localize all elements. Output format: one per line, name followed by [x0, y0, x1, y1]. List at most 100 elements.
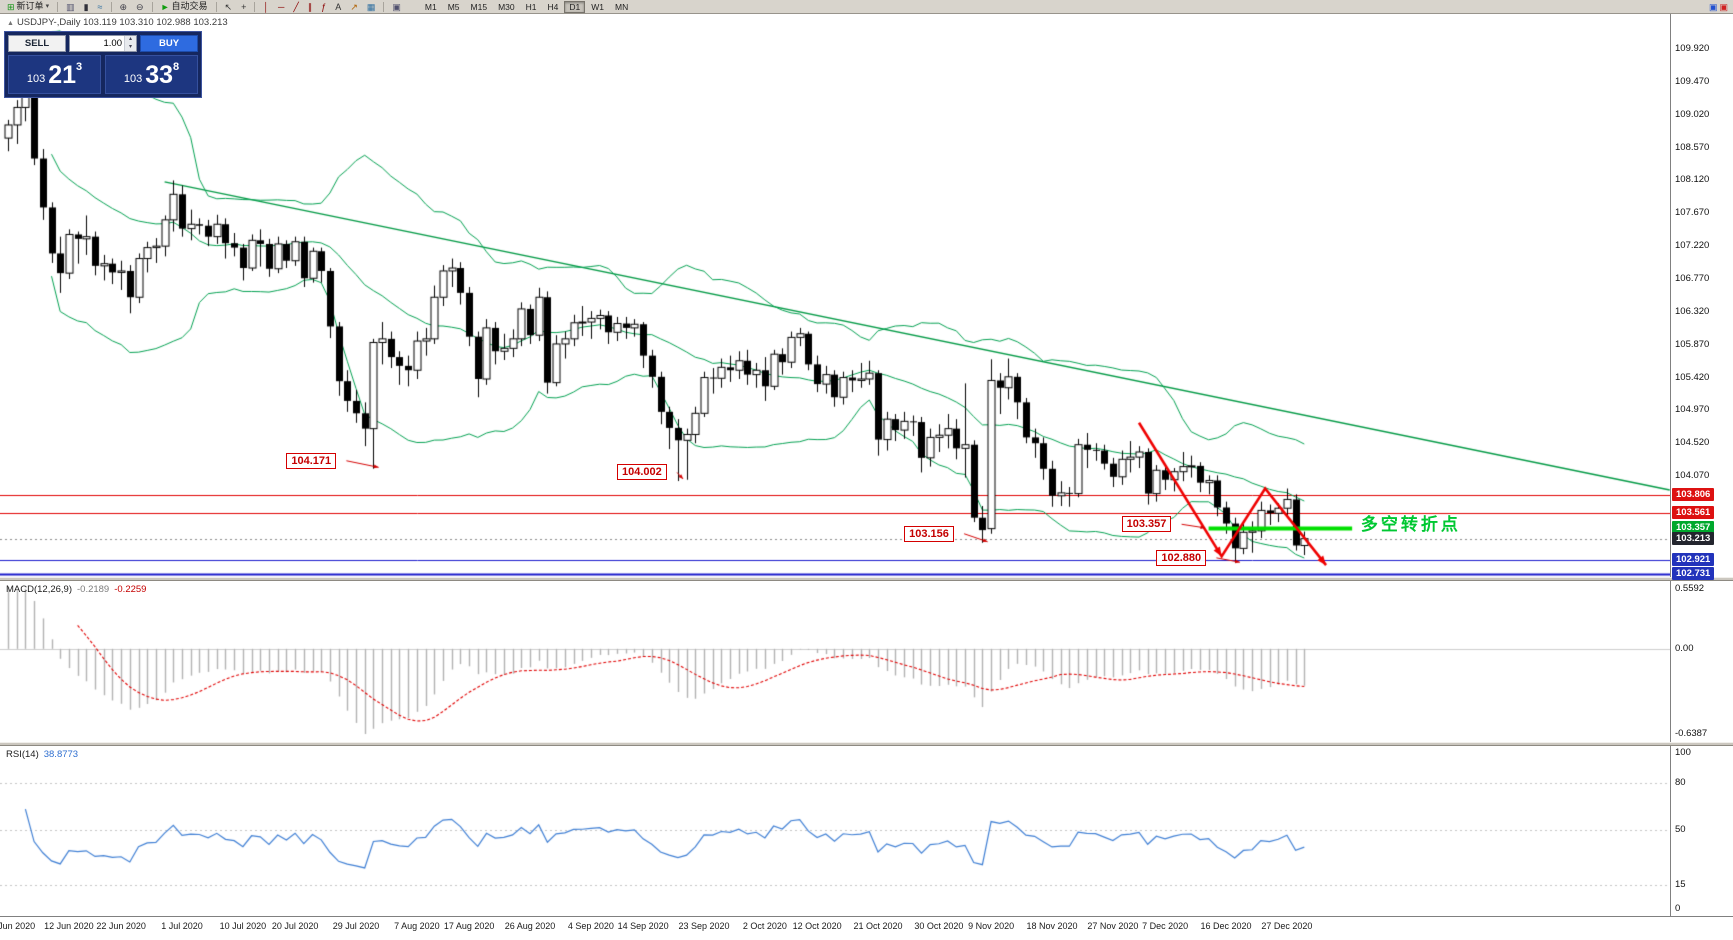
date-label: 26 Aug 2020: [504, 921, 556, 931]
oct-lot-down-button[interactable]: ▾: [125, 43, 136, 51]
crosshair-tool-icon: +: [241, 1, 247, 12]
date-label: 12 Oct 2020: [792, 921, 842, 931]
timeframe-m30[interactable]: M30: [493, 1, 520, 13]
rsi-scale-label-80: 80: [1675, 776, 1686, 788]
crosshair-tool-button[interactable]: +: [237, 0, 250, 13]
oct-buy-button[interactable]: BUY: [140, 35, 198, 52]
chart-line-icon: ≈: [97, 1, 103, 12]
price-scale-label: 109.020: [1675, 108, 1710, 120]
panel-divider-macd[interactable]: [0, 577, 1733, 581]
arrows-tool-button[interactable]: ↗: [346, 0, 362, 13]
oct-lot-up-button[interactable]: ▴: [125, 36, 136, 44]
oct-lot-input[interactable]: [70, 36, 124, 51]
macd-scale-top: 0.5592: [1675, 583, 1705, 594]
text-tool-button[interactable]: A: [331, 0, 345, 13]
toolbar-items: ⊞ 新订单 ▾ ▥ ▮ ≈ ⊕ ⊖ ► 自动交易 ↖ + │ ─ ╱ ∥ ƒ A ↗ ▦ ▣: [3, 0, 405, 13]
date-label: 21 Oct 2020: [853, 921, 903, 931]
zoom-out-button[interactable]: ⊖: [132, 0, 148, 13]
timeframe-d1[interactable]: D1: [564, 0, 586, 13]
price-annotation-104.171[interactable]: 104.171: [286, 452, 337, 469]
price-scale-label: 108.120: [1675, 174, 1710, 186]
symbol-line: ▲ USDJPY-,Daily 103.119 103.310 102.988 1…: [7, 17, 228, 28]
rsi-scale-label-50: 50: [1675, 824, 1686, 835]
price-badge-103.561: 103.561: [1672, 506, 1715, 520]
zoom-in-button[interactable]: ⊕: [116, 0, 132, 13]
tile-windows-icon: ▣: [392, 1, 401, 12]
oct-sell-button[interactable]: SELL: [8, 35, 66, 52]
date-axis[interactable]: Jun 2020 12 Jun 2020 22 Jun 2020 1 Jul 2020…: [0, 916, 1733, 940]
oct-buy-price[interactable]: 103 33 8: [105, 55, 198, 94]
date-label: 7 Dec 2020: [1142, 921, 1189, 931]
channel-tool-button[interactable]: ∥: [304, 0, 317, 13]
window-blue-icon[interactable]: ▣: [1708, 1, 1718, 12]
window-red-icon[interactable]: ▣: [1719, 1, 1728, 12]
channel-tool-icon: ∥: [307, 1, 313, 12]
toolbar-separator: [254, 1, 256, 12]
date-label: 9 Nov 2020: [968, 921, 1015, 931]
price-scale-label: 106.770: [1675, 272, 1710, 284]
price-scale-label: 106.320: [1675, 305, 1710, 317]
price-scale-label: 104.970: [1675, 404, 1710, 416]
date-label: 20 Jul 2020: [271, 921, 319, 931]
price-annotation-103.156[interactable]: 103.156: [904, 525, 954, 542]
oct-buy-price-big: 33: [145, 60, 174, 89]
price-annotation-102.880[interactable]: 102.880: [1156, 549, 1207, 566]
new-order-button[interactable]: ⊞ 新订单 ▾: [3, 0, 53, 13]
trendline-tool-icon: ╱: [293, 1, 299, 12]
tile-windows-button[interactable]: ▣: [388, 0, 405, 13]
date-label: 17 Aug 2020: [443, 921, 495, 931]
chart-line-button[interactable]: ≈: [94, 0, 107, 13]
horizontal-line-tool-button[interactable]: ─: [274, 0, 288, 13]
macd-title-text: MACD(12,26,9): [6, 584, 72, 595]
price-scale-label: 104.070: [1675, 470, 1710, 482]
timeframe-m1[interactable]: M1: [420, 1, 442, 13]
timeframe-m5[interactable]: M5: [443, 1, 465, 13]
oct-sell-price-big: 21: [48, 60, 77, 89]
date-label: 27 Dec 2020: [1261, 921, 1313, 931]
price-scale[interactable]: 0.5592 0.00 -0.6387 109.920 109.470 109.02…: [1670, 0, 1733, 939]
shapes-tool-button[interactable]: ▦: [363, 0, 380, 13]
timeframe-h1[interactable]: H1: [521, 1, 542, 13]
rsi-value: 38.8773: [43, 749, 79, 760]
auto-trading-button[interactable]: ► 自动交易: [157, 0, 212, 13]
timeframe-bar: M1 M5 M15 M30 H1 H4 D1 W1 MN: [420, 0, 633, 13]
chart-bars-button[interactable]: ▥: [62, 0, 79, 13]
oct-sell-price[interactable]: 103 21 3: [8, 55, 101, 94]
chart-bars-icon: ▥: [66, 1, 75, 12]
date-label: 10 Jul 2020: [219, 921, 267, 931]
annotation-note[interactable]: 多空转折点: [1360, 514, 1461, 534]
chart-candles-button[interactable]: ▮: [80, 0, 93, 13]
oct-buy-price-sup: 8: [173, 61, 180, 73]
timeframe-m15[interactable]: M15: [466, 1, 493, 13]
price-annotation-103.357[interactable]: 103.357: [1121, 516, 1172, 533]
shapes-tool-icon: ▦: [366, 1, 376, 12]
price-scale-label: 107.670: [1675, 207, 1710, 219]
cursor-tool-icon: ↖: [224, 1, 233, 12]
timeframe-h4[interactable]: H4: [542, 1, 563, 13]
toolbar-separator: [215, 1, 217, 12]
panel-divider-rsi[interactable]: [0, 742, 1733, 746]
date-label: 29 Jul 2020: [332, 921, 380, 931]
timeframe-mn[interactable]: MN: [610, 1, 633, 13]
toolbar-right-icons: ▣ ▣: [1709, 2, 1728, 12]
price-badge-103.213: 103.213: [1672, 531, 1715, 545]
price-scale-label: 105.870: [1675, 338, 1710, 350]
timeframe-w1[interactable]: W1: [586, 1, 609, 13]
vertical-line-tool-icon: │: [263, 1, 269, 12]
vertical-line-tool-button[interactable]: │: [259, 0, 273, 13]
trendline-tool-button[interactable]: ╱: [289, 0, 302, 13]
rsi-canvas: [0, 746, 1670, 916]
fibonacci-tool-button[interactable]: ƒ: [317, 0, 330, 13]
date-label: 4 Sep 2020: [567, 921, 614, 931]
chart-candles-icon: ▮: [83, 1, 89, 12]
date-label: 23 Sep 2020: [678, 921, 730, 931]
cursor-tool-button[interactable]: ↖: [221, 0, 237, 13]
toolbar: ⊞ 新订单 ▾ ▥ ▮ ≈ ⊕ ⊖ ► 自动交易 ↖ + │ ─ ╱ ∥ ƒ A ↗ ▦ ▣ M1 M5 M15 M30 H1 H…: [0, 0, 1733, 14]
new-order-label: 新订单: [16, 1, 44, 11]
price-scale-label: 109.920: [1675, 43, 1710, 55]
price-annotation-104.002[interactable]: 104.002: [617, 464, 667, 481]
rsi-scale-label-15: 15: [1675, 879, 1686, 891]
date-label: 27 Nov 2020: [1087, 921, 1139, 931]
date-label: 18 Nov 2020: [1026, 921, 1078, 931]
oct-toggle-icon[interactable]: ▲: [7, 20, 14, 27]
